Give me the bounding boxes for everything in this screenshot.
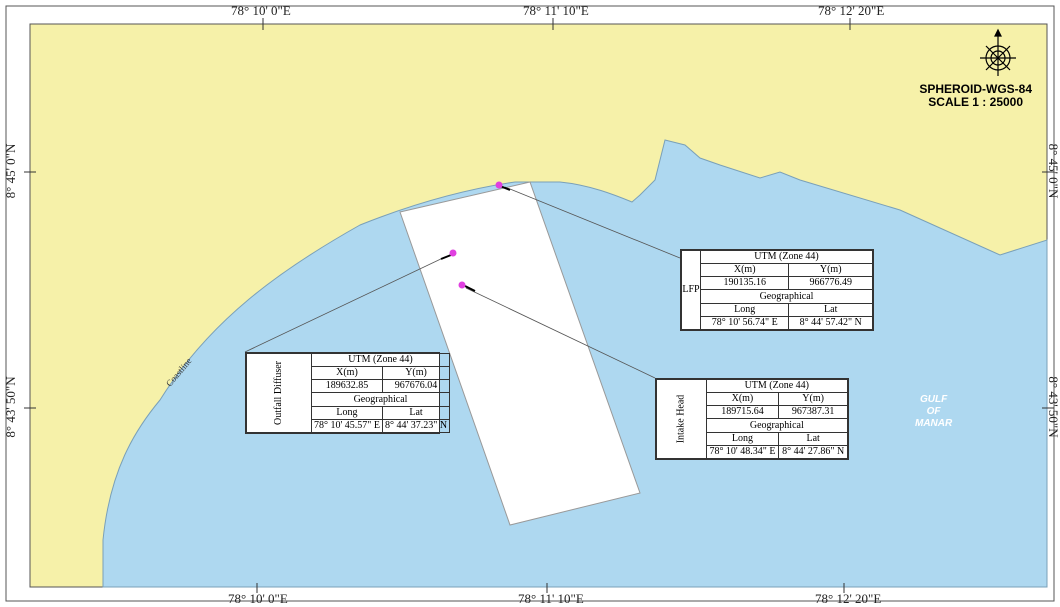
map-projection-info: SPHEROID-WGS-84 SCALE 1 : 25000 <box>919 83 1032 109</box>
x-header: X(m) <box>699 263 790 278</box>
geo-title: Geographical <box>310 392 451 407</box>
x-value: 189632.85 <box>310 379 383 394</box>
leader-outfall <box>244 256 446 353</box>
marker-lfp <box>495 181 511 191</box>
geo-title: Geographical <box>705 418 849 433</box>
table-side-label: Outfall Diffuser <box>246 353 312 433</box>
lat-value: 8° 44' 57.42" N <box>788 315 873 331</box>
table-side-label: Intake Head <box>656 379 707 459</box>
lat-header: Lat <box>788 302 873 317</box>
lat-value: 8° 44' 27.86" N <box>778 444 848 460</box>
grid-label-top-2: 78° 11' 10"E <box>523 3 589 18</box>
x-header: X(m) <box>310 366 383 381</box>
y-value: 967387.31 <box>778 405 848 420</box>
grid-label-right-1: 8° 45' 0"N <box>1046 143 1060 199</box>
scale-text: SCALE 1 : 25000 <box>928 95 1024 109</box>
long-header: Long <box>705 431 780 446</box>
long-header: Long <box>699 302 790 317</box>
grid-label-bottom-1: 78° 10' 0"E <box>228 591 288 606</box>
lat-header: Lat <box>381 405 451 420</box>
grid-label-bottom-3: 78° 12' 20"E <box>815 591 882 606</box>
long-value: 78° 10' 45.57" E <box>310 418 383 434</box>
pipeline-corridor <box>399 181 641 526</box>
x-value: 190135.16 <box>699 276 790 291</box>
grid-label-left-2: 8° 43' 50"N <box>3 376 18 438</box>
y-header: Y(m) <box>381 366 451 381</box>
x-header: X(m) <box>705 392 780 407</box>
geo-title: Geographical <box>700 289 873 304</box>
info-table-outfall-diffuser: Outfall Diffuser UTM (Zone 44) X(m) Y(m) … <box>245 352 451 434</box>
x-value: 189715.64 <box>705 405 780 420</box>
y-header: Y(m) <box>778 392 848 407</box>
lat-header: Lat <box>778 431 848 446</box>
grid-label-right-2: 8° 43' 50"N <box>1046 376 1060 438</box>
grid-label-bottom-2: 78° 11' 10"E <box>518 591 584 606</box>
utm-title: UTM (Zone 44) <box>310 352 451 368</box>
north-arrow-compass-icon <box>980 28 1016 76</box>
grid-label-top-3: 78° 12' 20"E <box>818 3 885 18</box>
lat-value: 8° 44' 37.23" N <box>381 418 451 434</box>
water-label-line-1: GULF <box>920 394 948 405</box>
grid-label-top-1: 78° 10' 0"E <box>231 3 291 18</box>
info-table-lfp: LFP UTM (Zone 44) X(m) Y(m) 190135.16 9667… <box>680 249 874 331</box>
utm-title: UTM (Zone 44) <box>700 249 873 265</box>
y-header: Y(m) <box>788 263 873 278</box>
marker-outfall <box>440 249 457 260</box>
long-value: 78° 10' 48.34" E <box>705 444 780 460</box>
utm-title: UTM (Zone 44) <box>705 378 849 394</box>
water-body-label: GULF OF MANAR <box>915 394 952 430</box>
y-value: 966776.49 <box>788 276 873 291</box>
spheroid-text: SPHEROID-WGS-84 <box>919 82 1032 96</box>
leader-intake <box>465 287 656 379</box>
table-side-label: LFP <box>681 250 701 330</box>
grid-label-left-1: 8° 45' 0"N <box>3 143 18 199</box>
info-table-intake-head: Intake Head UTM (Zone 44) X(m) Y(m) 18971… <box>655 378 849 460</box>
y-value: 967676.04 <box>381 379 451 394</box>
marker-intake <box>458 281 476 292</box>
long-value: 78° 10' 56.74" E <box>699 315 790 331</box>
water-label-line-2: OF <box>926 406 941 417</box>
water-label-line-3: MANAR <box>915 418 953 429</box>
long-header: Long <box>310 405 383 420</box>
leader-lfp <box>504 186 681 259</box>
